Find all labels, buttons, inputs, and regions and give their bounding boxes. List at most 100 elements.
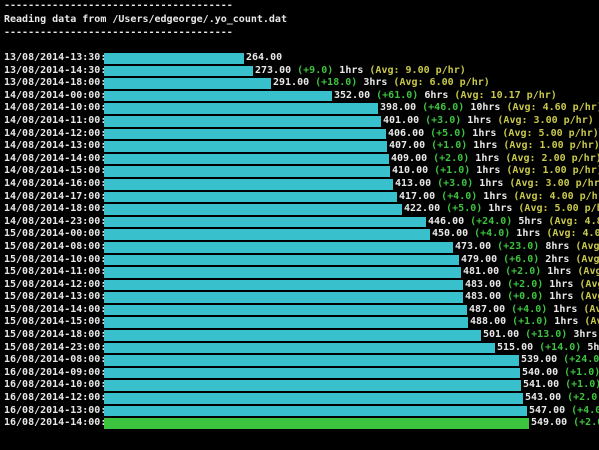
- diff-label: (+61.0): [370, 89, 419, 101]
- count-bar: [104, 53, 244, 64]
- diff-label: (+9.0): [291, 64, 334, 76]
- chart-row: 13/08/2014-13:30: 264.00: [0, 52, 599, 65]
- average-label: (Avg: 1.00 p/hr): [497, 140, 599, 152]
- bar-value-label: 479.00: [461, 253, 498, 265]
- hours-label: 5hrs: [512, 215, 543, 227]
- diff-label: (+6.0): [497, 253, 540, 265]
- row-stats: 450.00 (+4.0) 1hrs (Avg: 4.00 p/hr): [432, 228, 599, 241]
- count-bar: [104, 103, 378, 114]
- row-stats: 483.00 (+2.0) 1hrs (Avg: 2.00 p/hr): [465, 279, 599, 292]
- row-timestamp: 16/08/2014-12:00:: [4, 392, 107, 404]
- row-stats: 473.00 (+23.0) 8hrs (Avg: 2.88 p/hr): [455, 241, 599, 254]
- count-bar: [104, 405, 527, 417]
- average-label: (Avg: 3.00 p/hr): [503, 177, 599, 189]
- hours-label: 1hrs: [547, 303, 578, 315]
- row-timestamp: 15/08/2014-08:00:: [4, 240, 107, 252]
- hours-label: 1hrs: [510, 228, 541, 240]
- row-stats: 543.00 (+2.0) 2hrs (Avg: 1.00 p/hr): [525, 392, 599, 405]
- bar-value-label: 483.00: [465, 291, 502, 303]
- diff-label: (+4.0): [435, 190, 478, 202]
- row-timestamp: 14/08/2014-00:00:: [4, 89, 107, 101]
- row-stats: 413.00 (+3.0) 1hrs (Avg: 3.00 p/hr): [395, 178, 599, 191]
- chart-row: 15/08/2014-18:00: 501.00 (+13.0) 3hrs (Av…: [0, 329, 599, 342]
- bar-value-label: 407.00: [389, 140, 426, 152]
- row-stats: 446.00 (+24.0) 5hrs (Avg: 4.80 p/hr): [428, 216, 599, 229]
- diff-label: (+2.0): [567, 392, 599, 404]
- bar-value-label: 488.00: [470, 316, 507, 328]
- hours-label: 6hrs: [418, 89, 449, 101]
- average-label: (Avg: 4.80 p/hr): [548, 215, 599, 227]
- count-bar: [104, 254, 459, 266]
- average-label: (Avg: 10.17 p/hr): [448, 89, 557, 101]
- diff-label: (+1.0): [558, 366, 599, 378]
- count-bar: [104, 267, 461, 278]
- chart-row: 14/08/2014-23:00: 446.00 (+24.0) 5hrs (Av…: [0, 216, 599, 229]
- chart-row: 14/08/2014-00:00: 352.00 (+61.0) 6hrs (Av…: [0, 90, 599, 103]
- row-timestamp: 14/08/2014-10:00:: [4, 102, 107, 114]
- count-bar: [104, 292, 463, 303]
- row-timestamp: 15/08/2014-11:00:: [4, 266, 107, 278]
- row-stats: 501.00 (+13.0) 3hrs (Avg: 4.33 p/hr): [483, 329, 599, 342]
- chart-row: 15/08/2014-00:00: 450.00 (+4.0) 1hrs (Avg…: [0, 228, 599, 241]
- average-label: (Avg: 2.00 p/hr): [579, 278, 599, 290]
- bar-value-label: 473.00: [455, 240, 492, 252]
- hours-label: 1hrs: [543, 291, 574, 303]
- row-stats: 549.00 (+2.0) 1hrs (Avg: 2.00 p/hr): [531, 417, 599, 430]
- chart-row: 16/08/2014-10:00: 541.00 (+1.0) 1hrs (Avg…: [0, 379, 599, 392]
- average-label: (Avg: 1.00 p/hr): [500, 165, 599, 177]
- hours-label: 2hrs: [539, 253, 570, 265]
- count-bar: [104, 279, 463, 291]
- chart-row: 15/08/2014-11:00: 481.00 (+2.0) 1hrs (Avg…: [0, 266, 599, 279]
- row-stats: 547.00 (+4.0) 1hrs (Avg: 4.00 p/hr): [529, 405, 599, 418]
- diff-label: (+1.0): [425, 140, 468, 152]
- chart-row: 15/08/2014-13:00: 483.00 (+0.0) 1hrs (Avg…: [0, 291, 599, 304]
- average-label: (Avg: 2.00 p/hr): [577, 266, 599, 278]
- chart-row: 15/08/2014-12:00: 483.00 (+2.0) 1hrs (Avg…: [0, 279, 599, 292]
- hours-label: 3hrs: [567, 329, 598, 341]
- count-bar: [104, 191, 397, 203]
- average-label: (Avg: 4.60 p/hr): [500, 102, 599, 114]
- separator-bottom: --------------------------------------: [4, 27, 233, 38]
- bar-value-label: 401.00: [383, 114, 420, 126]
- row-timestamp: 14/08/2014-15:00:: [4, 165, 107, 177]
- chart-row: 15/08/2014-08:00: 473.00 (+23.0) 8hrs (Av…: [0, 241, 599, 254]
- bar-value-label: 450.00: [432, 228, 469, 240]
- hours-label: 1hrs: [333, 64, 364, 76]
- hours-label: 1hrs: [477, 190, 508, 202]
- average-label: (Avg: 3.00 p/hr): [575, 253, 599, 265]
- bar-value-label: 501.00: [483, 329, 520, 341]
- average-label: (Avg: 3.00 p/hr): [491, 114, 594, 126]
- row-timestamp: 16/08/2014-10:00:: [4, 379, 107, 391]
- diff-label: (+2.0): [573, 417, 599, 429]
- chart-row: 15/08/2014-15:00: 488.00 (+1.0) 1hrs (Avg…: [0, 316, 599, 329]
- reading-heading: Reading data from /Users/edgeorge/.yo_co…: [4, 14, 287, 25]
- count-bar: [104, 330, 481, 341]
- row-stats: 273.00 (+9.0) 1hrs (Avg: 9.00 p/hr): [255, 65, 466, 78]
- row-timestamp: 14/08/2014-14:00:: [4, 152, 107, 164]
- row-timestamp: 14/08/2014-12:00:: [4, 127, 107, 139]
- row-stats: 488.00 (+1.0) 1hrs (Avg: 1.00 p/hr): [470, 316, 599, 329]
- row-timestamp: 16/08/2014-09:00:: [4, 366, 107, 378]
- hours-label: 1hrs: [482, 203, 513, 215]
- count-bar: [104, 342, 495, 354]
- count-bar: [104, 128, 386, 140]
- count-bar: [104, 380, 521, 392]
- row-stats: 422.00 (+5.0) 1hrs (Avg: 5.00 p/hr): [404, 203, 599, 216]
- count-bar: [104, 90, 332, 102]
- count-bar: [104, 418, 529, 429]
- bar-value-label: 417.00: [399, 190, 436, 202]
- row-stats: 410.00 (+1.0) 1hrs (Avg: 1.00 p/hr): [392, 165, 599, 178]
- diff-label: (+0.0): [501, 291, 544, 303]
- row-stats: 541.00 (+1.0) 1hrs (Avg: 1.00 p/hr): [523, 379, 599, 392]
- diff-label: (+1.0): [506, 316, 549, 328]
- bar-value-label: 406.00: [388, 127, 425, 139]
- average-label: (Avg: 4.00 p/hr): [546, 228, 599, 240]
- diff-label: (+4.0): [505, 303, 548, 315]
- row-stats: 479.00 (+6.0) 2hrs (Avg: 3.00 p/hr): [461, 254, 599, 267]
- count-bar: [104, 229, 430, 240]
- row-stats: 291.00 (+18.0) 3hrs (Avg: 6.00 p/hr): [273, 77, 490, 90]
- count-bar: [104, 178, 393, 190]
- count-bar: [104, 304, 467, 316]
- row-stats: 481.00 (+2.0) 1hrs (Avg: 2.00 p/hr): [463, 266, 599, 279]
- chart-row: 14/08/2014-18:00: 422.00 (+5.0) 1hrs (Avg…: [0, 203, 599, 216]
